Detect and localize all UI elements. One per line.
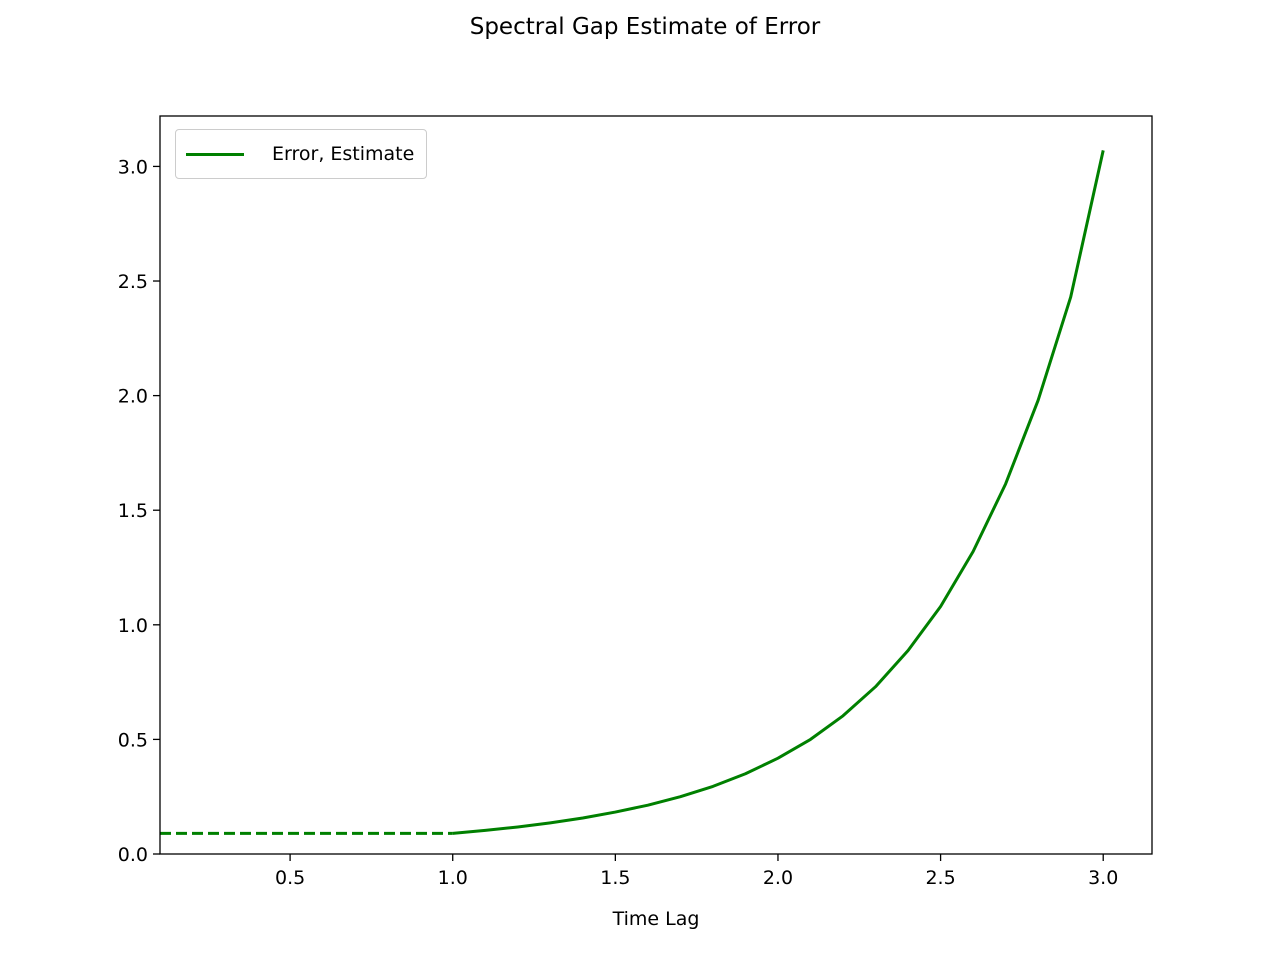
series-line-0 xyxy=(452,150,1105,835)
legend-swatch xyxy=(186,152,244,156)
x-tick-label: 2.0 xyxy=(763,867,793,889)
legend-label: Error, Estimate xyxy=(272,143,415,165)
plot-lines xyxy=(160,150,1105,835)
y-tick-label: 1.5 xyxy=(118,500,148,522)
plot-frame xyxy=(159,115,1153,855)
chart-title: Spectral Gap Estimate of Error xyxy=(469,14,821,40)
x-tick-label: 0.5 xyxy=(275,867,305,889)
y-tick-label: 0.0 xyxy=(118,844,148,866)
y-tick-label: 1.0 xyxy=(118,615,148,637)
x-axis-label: Time Lag xyxy=(612,908,700,930)
x-axis-ticks: 0.5 1.0 1.5 2.0 2.5 3.0 xyxy=(275,854,1118,889)
y-tick-label: 0.5 xyxy=(118,729,148,751)
x-tick-label: 1.5 xyxy=(600,867,630,889)
x-tick-label: 2.5 xyxy=(925,867,955,889)
y-axis-ticks: 0.0 0.5 1.0 1.5 2.0 2.5 3.0 xyxy=(118,156,160,866)
y-tick-label: 2.5 xyxy=(118,271,148,293)
y-tick-label: 3.0 xyxy=(118,156,148,178)
legend: Error, Estimate xyxy=(175,129,428,179)
x-tick-label: 1.0 xyxy=(438,867,468,889)
x-tick-label: 3.0 xyxy=(1088,867,1118,889)
y-tick-label: 2.0 xyxy=(118,386,148,408)
